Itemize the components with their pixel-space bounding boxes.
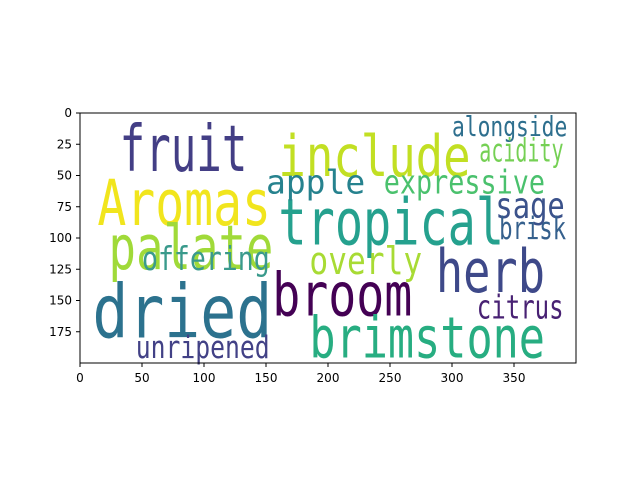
y-axis: 0 25 50 75 100 125 150 175 [49,106,80,339]
word-alongside: alongside [452,112,567,143]
word-aromas: Aromas [97,167,271,240]
x-tick-label: 50 [134,371,149,385]
x-axis: 0 50 100 150 200 250 300 350 [76,363,525,385]
word-brimstone: brimstone [309,305,545,371]
y-tick-label: 175 [49,325,72,339]
x-tick-label: 100 [193,371,216,385]
word-citrus: citrus [477,288,564,327]
word-palate: palate [109,212,274,284]
y-tick-label: 100 [49,231,72,245]
word-unripened: unripened [136,330,270,366]
x-tick-label: 250 [379,371,402,385]
y-tick-label: 0 [64,106,72,120]
word-fruit: fruit [120,113,248,187]
word-tropical: tropical [278,187,504,261]
word-apple: apple [266,163,365,202]
x-tick-label: 300 [441,371,464,385]
word-expressive: expressive [384,163,545,202]
word-include: include [278,124,470,190]
word-sage: sage [495,186,564,227]
y-tick-label: 125 [49,262,72,276]
x-tick-label: 200 [317,371,340,385]
y-tick-label: 50 [57,169,72,183]
x-tick-label: 350 [503,371,526,385]
x-tick-label: 150 [255,371,278,385]
word-broom: broom [272,262,412,331]
word-brisk: brisk [499,211,566,247]
y-tick-label: 150 [49,294,72,308]
word-offering: offering [142,239,270,278]
word-overly: overly [309,239,422,283]
word-herb: herb [436,238,545,307]
y-tick-label: 25 [57,137,72,151]
y-tick-label: 75 [57,200,72,214]
word-acidity: acidity [479,131,563,169]
word-dried: dried [92,271,272,356]
x-tick-label: 0 [76,371,84,385]
